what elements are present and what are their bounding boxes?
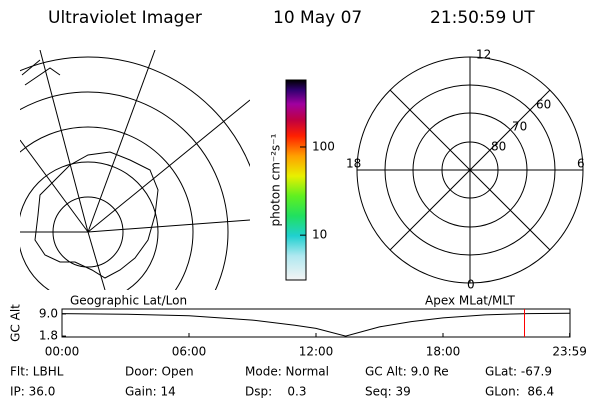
date: 10 May 07 xyxy=(273,8,362,28)
lat-label: 60 xyxy=(536,98,551,112)
mlt-label: 18 xyxy=(346,157,361,171)
mlt-label: 12 xyxy=(476,48,491,62)
lat-label: 80 xyxy=(491,140,506,154)
footer: Flt: LBHL Door: Open Mode: Normal GC Alt: 9… xyxy=(10,365,554,399)
mlt-label: 6 xyxy=(577,157,585,171)
x-tick-label: 06:00 xyxy=(172,345,207,359)
colorbar-label: photon cm⁻²s⁻¹ xyxy=(269,133,283,226)
geo-label: Geographic Lat/Lon xyxy=(70,294,187,308)
y-axis-label: GC Alt xyxy=(9,304,23,342)
status-field: GLat: -67.9 xyxy=(485,365,552,379)
colorbar-tick-label: 10 xyxy=(312,228,327,242)
status-field: Door: Open xyxy=(125,365,194,379)
status-field: GC Alt: 9.0 Re xyxy=(365,365,449,379)
mag-label: Apex MLat/MLT xyxy=(425,294,515,308)
altitude-line xyxy=(61,312,571,337)
x-tick-label: 18:00 xyxy=(426,345,461,359)
y-tick-label: 9.0 xyxy=(39,306,58,320)
colorbar xyxy=(285,79,307,281)
plot-frame xyxy=(61,308,571,338)
lat-label: 70 xyxy=(512,120,527,134)
y-tick-label: 1.8 xyxy=(39,329,58,343)
colorbar-tick-label: 100 xyxy=(312,139,335,153)
geo-map xyxy=(20,50,250,290)
x-tick-label: 12:00 xyxy=(299,345,334,359)
time: 21:50:59 UT xyxy=(430,8,535,28)
status-field: Flt: LBHL xyxy=(10,365,64,379)
x-tick-label: 23:59 xyxy=(552,345,587,359)
status-field: Mode: Normal xyxy=(245,365,329,379)
status-field: GLon: 86.4 xyxy=(485,385,554,399)
mlt-label: 0 xyxy=(467,278,475,292)
status-field: Gain: 14 xyxy=(125,385,176,399)
title: Ultraviolet Imager xyxy=(48,8,202,28)
status-field: Seq: 39 xyxy=(365,385,411,399)
x-tick-label: 00:00 xyxy=(45,345,80,359)
mag-map xyxy=(356,56,584,284)
status-field: Dsp: 0.3 xyxy=(245,385,307,399)
status-field: IP: 36.0 xyxy=(10,385,55,399)
